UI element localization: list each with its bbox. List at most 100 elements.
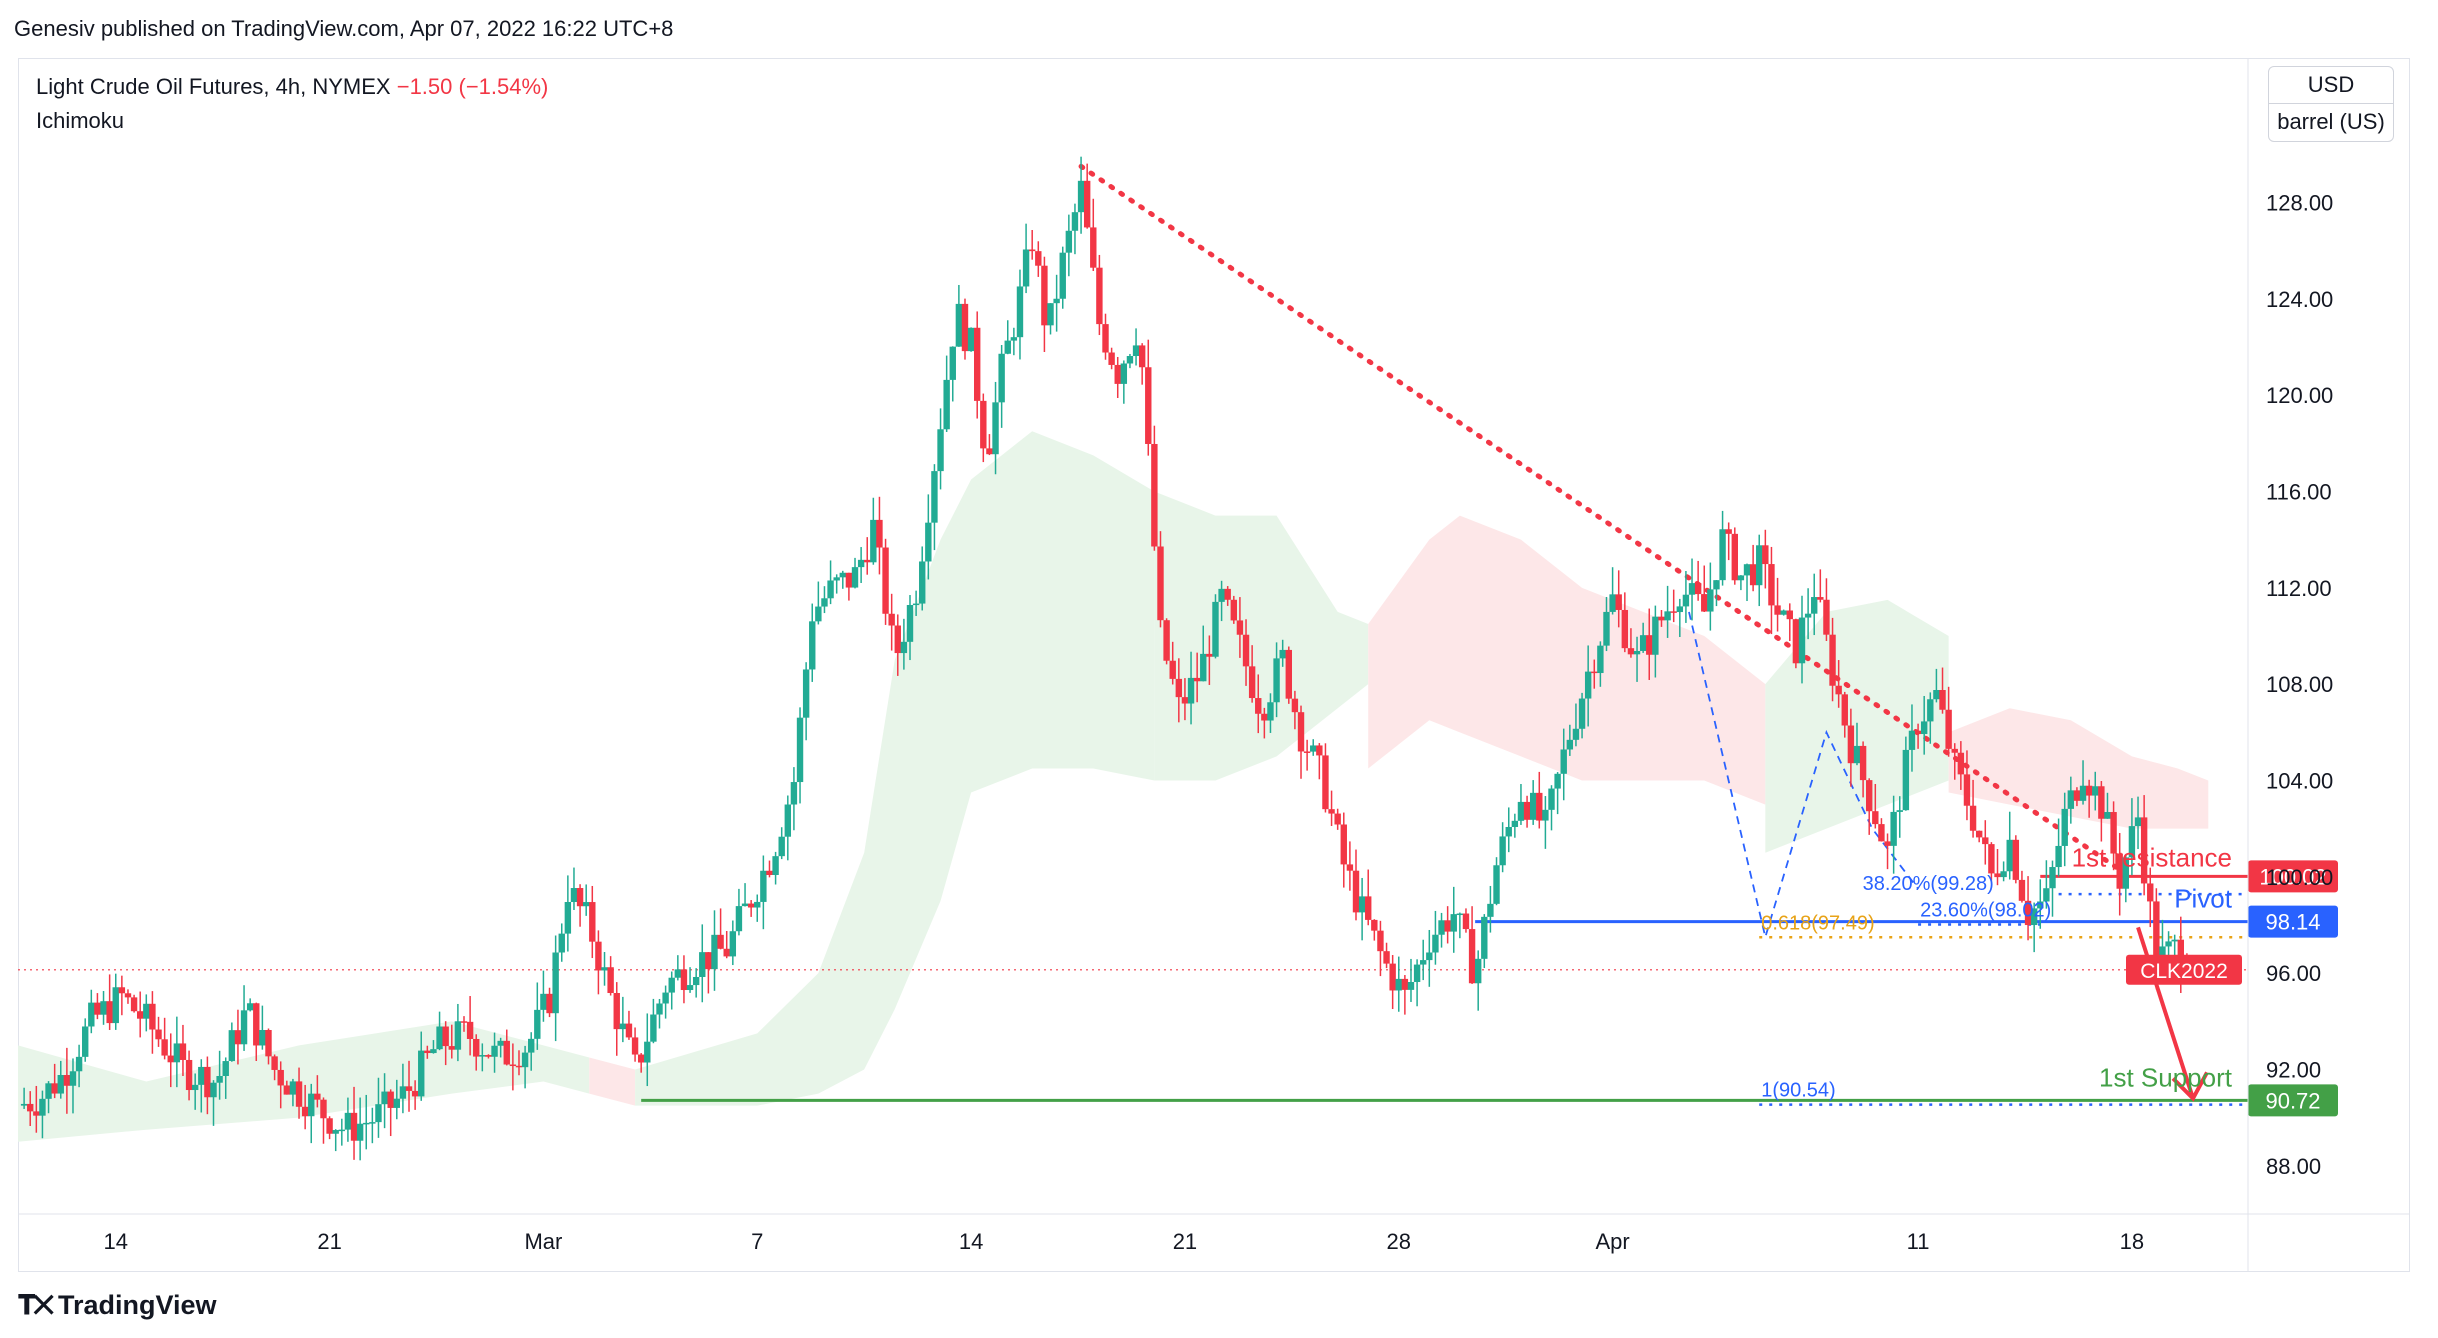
candle-up — [827, 580, 834, 599]
candle-up — [644, 1041, 651, 1063]
candle-down — [1768, 564, 1775, 606]
tradingview-logo[interactable]: 𝐓✕ TradingView — [18, 1290, 217, 1322]
candle-down — [888, 613, 895, 626]
candle-down — [234, 1030, 242, 1045]
candle-up — [381, 1091, 388, 1105]
candle-down — [320, 1099, 327, 1119]
candle-up — [1639, 635, 1647, 651]
candle-up — [2061, 808, 2068, 846]
candle-up — [1756, 545, 1763, 586]
candle-down — [448, 1046, 455, 1050]
resistance-label: 1st resistance — [2072, 842, 2232, 872]
candle-up — [436, 1026, 443, 1050]
candle-down — [1328, 809, 1335, 814]
candle-down — [1969, 805, 1977, 831]
candle-up — [992, 402, 999, 455]
candle-up — [521, 1052, 529, 1068]
candle-down — [1963, 774, 1971, 806]
candle-down — [314, 1093, 321, 1100]
candle-down — [1383, 951, 1390, 964]
down-arrow-head — [2171, 1071, 2209, 1102]
candle-up — [906, 604, 914, 642]
unit-label[interactable]: barrel (US) — [2269, 103, 2393, 140]
unit-selector[interactable]: USD barrel (US) — [2268, 66, 2394, 142]
candle-up — [1126, 356, 1134, 364]
y-tick-label: 116.00 — [2266, 480, 2332, 505]
candle-up — [1273, 658, 1280, 703]
candle-up — [552, 952, 559, 1014]
candle-down — [1157, 546, 1164, 621]
candle-down — [1725, 529, 1732, 534]
candle-down — [1823, 599, 1830, 635]
candle-up — [1499, 836, 1506, 866]
indicator-name[interactable]: Ichimoku — [36, 108, 125, 133]
candle-up — [418, 1050, 425, 1097]
candle-up — [1120, 363, 1128, 384]
candle-up — [1077, 180, 1085, 213]
y-tick-label: 88.00 — [2266, 1154, 2321, 1179]
candle-up — [735, 906, 743, 932]
candle-down — [424, 1050, 431, 1054]
candle-down — [1401, 978, 1409, 990]
candle-up — [967, 327, 975, 352]
candle-up — [240, 1010, 248, 1045]
candle-down — [1994, 873, 2001, 878]
candle-down — [631, 1037, 639, 1055]
candle-down — [2085, 785, 2093, 796]
support-price-tag: 90.72 — [2265, 1088, 2320, 1113]
candle-up — [692, 976, 700, 986]
candle-up — [1310, 745, 1317, 752]
pivot-label: Pivot — [2174, 884, 2233, 914]
candle-down — [1694, 583, 1702, 595]
candle-down — [1982, 837, 1989, 845]
candle-down — [442, 1026, 449, 1047]
candle-down — [747, 903, 755, 908]
candle-down — [1236, 620, 1244, 635]
candle-down — [271, 1056, 278, 1070]
currency-label[interactable]: USD — [2307, 72, 2355, 97]
candle-down — [283, 1085, 291, 1095]
candle-down — [625, 1023, 633, 1038]
candle-up — [1688, 583, 1696, 595]
candle-up — [1450, 914, 1457, 932]
candle-up — [1474, 958, 1482, 984]
candle-down — [1377, 930, 1384, 952]
candle-down — [1151, 443, 1158, 547]
candle-down — [149, 1003, 156, 1030]
candle-up — [1511, 820, 1519, 827]
candle-down — [1316, 745, 1323, 756]
candle-down — [1102, 324, 1109, 353]
candle-down — [2024, 900, 2032, 926]
candle-up — [332, 1130, 339, 1134]
candle-up — [601, 967, 608, 971]
candle-up — [1713, 580, 1720, 590]
candle-down — [1365, 896, 1372, 920]
resistance-price-tag-bg — [2248, 860, 2338, 893]
candle-up — [1438, 920, 1445, 935]
candle-down — [589, 902, 596, 942]
candle-down — [961, 303, 969, 352]
candle-up — [246, 1003, 254, 1011]
candle-up — [1059, 252, 1066, 299]
candle-up — [2104, 812, 2111, 819]
candle-up — [809, 621, 816, 670]
candle-up — [784, 804, 792, 837]
candle-up — [674, 969, 682, 978]
candle-up — [1505, 826, 1512, 837]
candle-up — [1737, 575, 1745, 581]
candle-down — [1945, 709, 1952, 749]
publish-info: Genesiv published on TradingView.com, Ap… — [14, 16, 674, 41]
candle-down — [1206, 653, 1213, 657]
candle-down — [136, 1011, 144, 1019]
cloud-segment-bear — [1368, 515, 1766, 805]
candle-up — [2128, 826, 2136, 858]
candle-down — [1939, 690, 1946, 710]
candle-down — [1670, 611, 1677, 613]
candle-up — [833, 577, 840, 581]
candle-up — [1071, 212, 1079, 231]
candle-up — [1927, 699, 1934, 722]
candle-down — [1255, 698, 1262, 714]
candle-down — [1371, 919, 1378, 931]
candle-up — [1609, 594, 1616, 612]
